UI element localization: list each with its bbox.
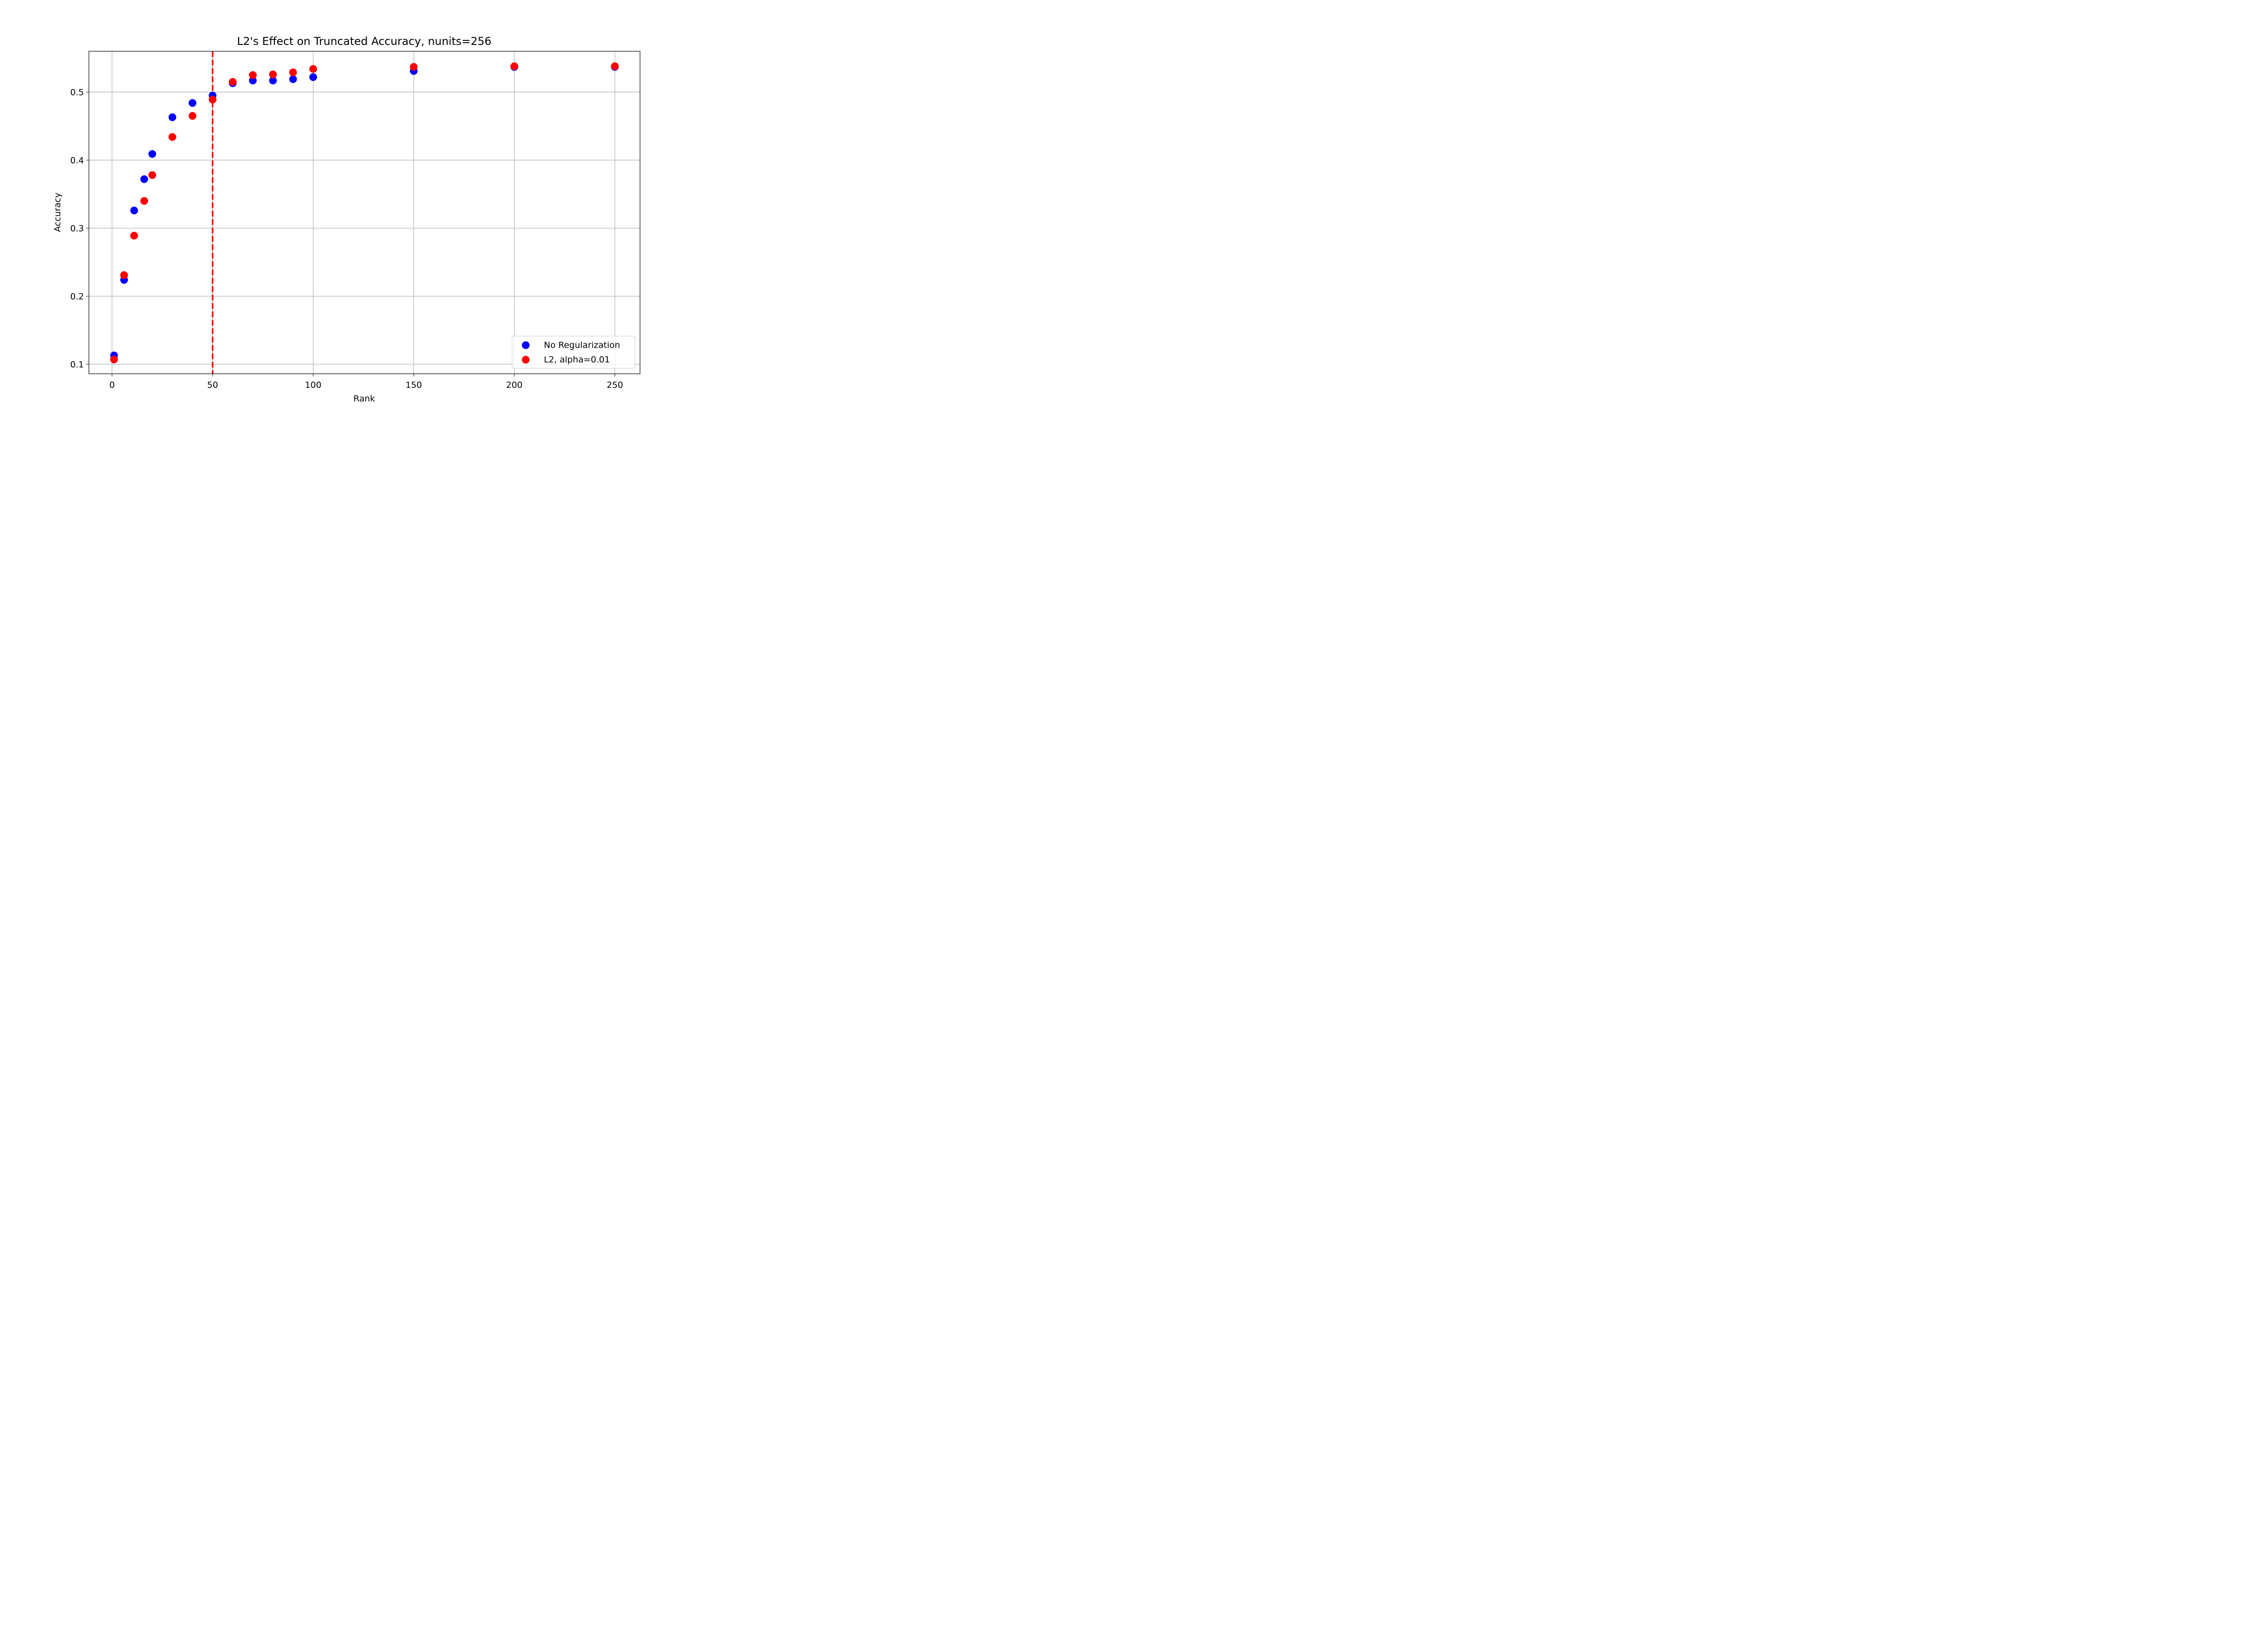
- legend-marker-no-regularization: [522, 341, 530, 349]
- point-l2: [130, 232, 138, 240]
- point-l2: [309, 65, 317, 73]
- point-l2: [249, 71, 257, 79]
- legend-label-no-regularization: No Regularization: [544, 340, 620, 350]
- point-l2: [188, 112, 196, 120]
- point-no-regularization: [269, 77, 277, 84]
- point-no-regularization: [148, 150, 156, 158]
- legend-marker-l2: [522, 356, 530, 364]
- y-tick-label: 0.4: [70, 156, 84, 166]
- point-l2: [410, 63, 418, 71]
- point-no-regularization: [249, 77, 257, 84]
- chart: L2's Effect on Truncated Accuracy, nunit…: [0, 0, 703, 422]
- x-tick-label: 200: [506, 380, 523, 390]
- data-points: [110, 62, 619, 363]
- point-l2: [110, 356, 118, 363]
- x-tick-label: 50: [207, 380, 218, 390]
- point-no-regularization: [130, 206, 138, 215]
- point-no-regularization: [168, 113, 176, 121]
- x-tick-label: 0: [109, 380, 115, 390]
- y-tick-label: 0.1: [70, 360, 84, 370]
- point-no-regularization: [289, 75, 297, 83]
- point-l2: [510, 62, 518, 70]
- x-tick-label: 100: [305, 380, 321, 390]
- ticks: 0 50 100 150 200 250 0.1 0.2 0.3 0.4 0.5: [70, 88, 623, 390]
- legend: No Regularization L2, alpha=0.01: [512, 336, 635, 369]
- point-no-regularization: [140, 175, 148, 183]
- point-l2: [229, 78, 237, 86]
- x-tick-label: 150: [406, 380, 422, 390]
- chart-title: L2's Effect on Truncated Accuracy, nunit…: [237, 35, 492, 48]
- x-axis-label: Rank: [353, 394, 375, 404]
- x-tick-label: 250: [606, 380, 623, 390]
- point-l2: [269, 70, 277, 78]
- y-tick-label: 0.5: [70, 88, 84, 98]
- point-l2: [289, 68, 297, 76]
- legend-label-l2: L2, alpha=0.01: [544, 355, 610, 365]
- point-l2: [140, 197, 148, 205]
- y-tick-label: 0.2: [70, 292, 84, 302]
- point-l2: [168, 133, 176, 141]
- point-l2: [209, 96, 217, 103]
- y-axis-label: Accuracy: [53, 193, 63, 232]
- point-l2: [611, 62, 619, 70]
- y-tick-label: 0.3: [70, 224, 84, 234]
- point-l2: [120, 271, 128, 279]
- point-no-regularization: [188, 99, 196, 107]
- plot-frame: [88, 51, 640, 374]
- legend-box: [512, 336, 635, 369]
- point-l2: [148, 171, 156, 179]
- point-no-regularization: [309, 73, 317, 81]
